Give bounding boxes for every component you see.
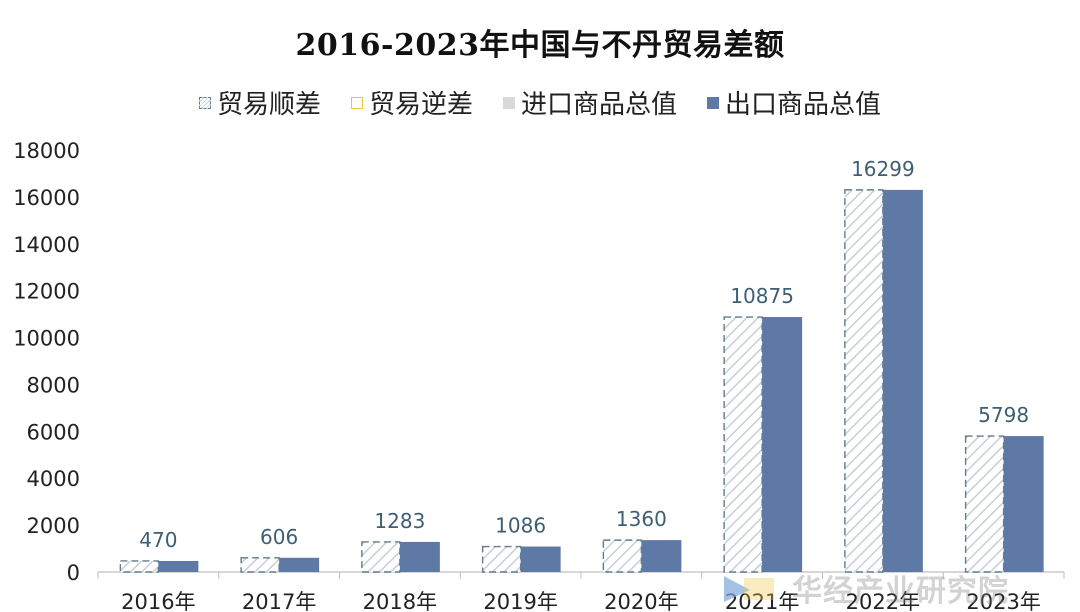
surplus-bar[interactable]	[844, 189, 884, 573]
legend-swatch-export	[707, 96, 720, 109]
surplus-bar[interactable]	[119, 560, 160, 573]
data-label: 1360	[616, 507, 667, 531]
bars-layer	[119, 189, 1044, 573]
y-tick-label: 10000	[13, 327, 80, 351]
surplus-bar[interactable]	[964, 435, 1005, 573]
export-bar[interactable]	[520, 546, 561, 572]
y-tick-label: 16000	[13, 186, 80, 210]
export-bar[interactable]	[399, 541, 440, 572]
legend-item-deficit[interactable]: 贸易逆差	[350, 84, 473, 121]
labels-layer: 470 2016年 606 2017年 1283 2018年 1086 2019年 1360 20…	[121, 157, 1041, 612]
surplus-bar[interactable]	[361, 541, 401, 573]
export-bar[interactable]	[762, 317, 803, 572]
legend-swatch-deficit	[350, 96, 363, 109]
y-tick-label: 14000	[13, 233, 80, 257]
watermark-logo-icon	[724, 576, 774, 602]
x-tick-label: 2023年	[966, 590, 1040, 612]
y-tick-label: 18000	[13, 139, 80, 163]
x-tick-label: 2019年	[483, 590, 557, 612]
y-tick-label: 12000	[13, 280, 80, 304]
legend-swatch-import	[503, 96, 515, 109]
legend-swatch-surplus	[198, 96, 211, 109]
export-bar[interactable]	[158, 560, 199, 572]
legend-item-surplus[interactable]: 贸易顺差	[198, 84, 321, 121]
legend: 贸易顺差 贸易逆差 进口商品总值 出口商品总值	[0, 84, 1080, 121]
x-tick-label: 2017年	[242, 590, 316, 612]
data-label: 10875	[730, 284, 794, 308]
legend-item-export[interactable]: 出口商品总值	[707, 84, 881, 121]
export-bar[interactable]	[882, 189, 923, 572]
data-label: 16299	[851, 157, 915, 181]
legend-label-surplus: 贸易顺差	[216, 90, 321, 120]
y-tick-label: 8000	[27, 373, 80, 397]
data-label: 470	[139, 528, 177, 552]
legend-label-export: 出口商品总值	[725, 90, 882, 120]
surplus-bar[interactable]	[723, 316, 763, 573]
chart-title: 2016-2023年中国与不丹贸易差额	[295, 28, 785, 63]
data-label: 1086	[495, 514, 546, 538]
export-bar[interactable]	[1003, 436, 1044, 572]
data-label: 606	[260, 525, 298, 549]
x-tick-label: 2022年	[846, 590, 920, 612]
legend-label-deficit: 贸易逆差	[368, 90, 473, 120]
surplus-bar[interactable]	[481, 545, 522, 573]
surplus-bar[interactable]	[602, 539, 643, 573]
watermark-text: 华经产业研究院	[792, 574, 1009, 609]
y-tick-label: 0	[67, 561, 80, 585]
legend-item-import[interactable]: 进口商品总值	[503, 84, 677, 121]
legend-label-import: 进口商品总值	[521, 90, 678, 120]
x-tick-label: 2018年	[363, 590, 437, 612]
y-tick-label: 6000	[27, 420, 80, 444]
axis-layer: 0 2000 4000 6000 8000 10000 12000 14000 16000 180…	[13, 139, 1065, 585]
export-bar[interactable]	[641, 540, 682, 572]
x-tick-label: 2020年	[604, 590, 678, 612]
data-label: 1283	[374, 509, 425, 533]
export-bar[interactable]	[279, 557, 320, 572]
x-tick-label: 2016年	[121, 590, 195, 612]
x-tick-label: 2021年	[725, 590, 799, 612]
y-tick-label: 2000	[27, 514, 80, 538]
data-label: 5798	[978, 403, 1029, 427]
surplus-bar[interactable]	[240, 557, 280, 573]
y-tick-label: 4000	[27, 467, 80, 491]
